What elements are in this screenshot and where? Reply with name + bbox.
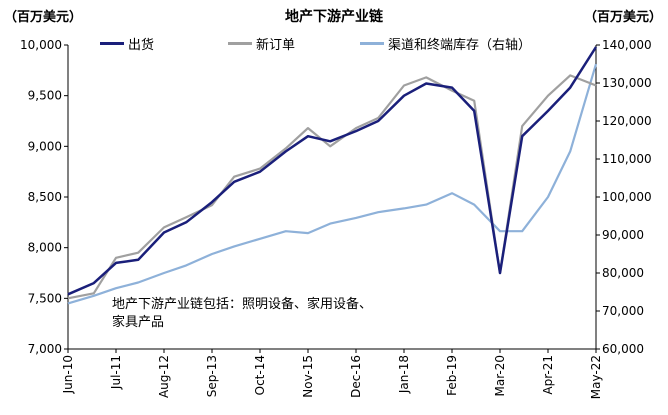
legend-label-new-orders: 新订单 xyxy=(256,38,296,53)
x-tick-label: Aug-12 xyxy=(157,355,171,398)
x-tick-label: Apr-21 xyxy=(541,355,555,395)
x-tick-label: Sep-13 xyxy=(205,355,219,397)
x-tick-label: Dec-16 xyxy=(349,355,363,398)
x-tick-label: Nov-15 xyxy=(301,355,315,398)
left-tick-label: 8,000 xyxy=(28,241,62,255)
series-layer xyxy=(67,46,598,305)
x-tick-label: Jun-10 xyxy=(61,355,75,394)
legend-item-shipments: 出货 xyxy=(100,34,154,53)
left-tick-label: 10,000 xyxy=(20,38,62,52)
right-tick-label: 140,000 xyxy=(602,38,652,52)
left-tick-label: 8,500 xyxy=(28,190,62,204)
chart-title: 地产下游产业链 xyxy=(285,9,383,25)
x-tick-label: Jan-18 xyxy=(397,355,411,394)
legend-label-inventory: 渠道和终端库存（右轴） xyxy=(388,38,532,53)
left-tick-label: 9,500 xyxy=(28,89,62,103)
series-new-orders-line xyxy=(67,74,597,300)
x-tick-label: Oct-14 xyxy=(253,355,267,395)
right-tick-label: 110,000 xyxy=(602,152,652,166)
legend-item-inventory: 渠道和终端库存（右轴） xyxy=(360,34,531,53)
right-tick-label: 70,000 xyxy=(602,304,644,318)
series-shipments-line xyxy=(67,46,598,296)
series-inventory-line xyxy=(67,63,598,305)
right-tick-label: 130,000 xyxy=(602,76,652,90)
chart-annotation: 地产下游产业链包括：照明设备、家用设备、家具产品 xyxy=(112,297,373,330)
right-tick-label: 120,000 xyxy=(602,114,652,128)
x-tick-label: Feb-19 xyxy=(445,355,459,396)
left-tick-label: 9,000 xyxy=(28,139,62,153)
right-tick-label: 100,000 xyxy=(602,190,652,204)
x-tick-label: Jul-11 xyxy=(109,355,123,390)
x-tick-label: May-22 xyxy=(589,355,603,399)
legend-swatch-shipments xyxy=(100,42,124,45)
legend-swatch-inventory xyxy=(360,42,384,45)
legend-label-shipments: 出货 xyxy=(128,38,155,53)
axes: 7,000 7,500 8,000 8,500 9,000 9,500 10,000 60,0… xyxy=(20,38,652,399)
right-axis-unit: （百万美元） xyxy=(583,10,662,25)
legend-item-new-orders: 新订单 xyxy=(228,34,295,53)
right-tick-label: 80,000 xyxy=(602,266,644,280)
legend-swatch-new-orders xyxy=(228,42,252,45)
left-tick-label: 7,000 xyxy=(28,342,62,356)
left-tick-label: 7,500 xyxy=(28,291,62,305)
left-axis-unit: （百万美元） xyxy=(4,10,83,25)
right-tick-label: 90,000 xyxy=(602,228,644,242)
right-tick-label: 60,000 xyxy=(602,342,644,356)
x-tick-label: Mar-20 xyxy=(493,355,507,396)
